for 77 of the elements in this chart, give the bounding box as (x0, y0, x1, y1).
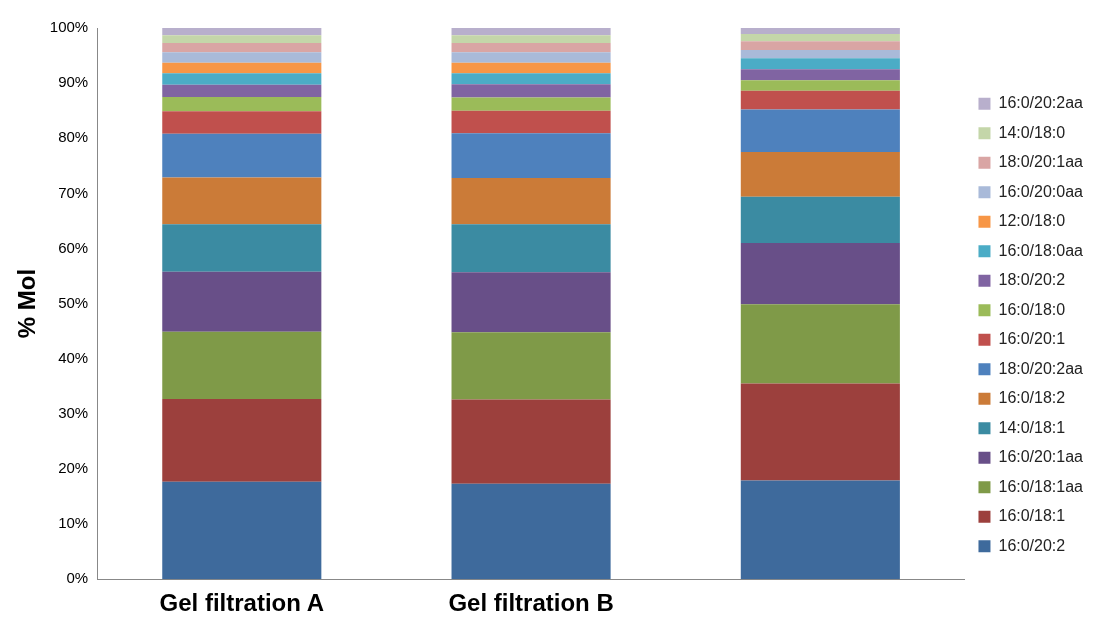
bar (162, 398, 322, 482)
bar (162, 177, 322, 225)
bar (162, 271, 322, 332)
legend-label: 16:0/20:1 (998, 330, 1066, 348)
bar (740, 41, 900, 51)
x-tick-label: Gel filtration A (159, 589, 325, 617)
bar (451, 62, 611, 74)
bar (451, 73, 611, 85)
bar (162, 62, 322, 74)
bar (740, 58, 900, 70)
bar (740, 152, 900, 197)
bar (162, 133, 322, 178)
bar (740, 196, 900, 243)
bar (740, 90, 900, 110)
legend-label: 16:0/18:1aa (998, 477, 1084, 495)
bar (451, 97, 611, 111)
bar (740, 69, 900, 81)
bar (740, 480, 900, 580)
bar (740, 80, 900, 91)
y-tick-label: 80% (58, 128, 89, 146)
bar (162, 224, 322, 272)
bar (451, 35, 611, 43)
y-tick-label: 40% (58, 348, 89, 366)
legend-label: 18:0/20:2aa (998, 359, 1084, 377)
bar (162, 73, 322, 85)
legend-label: 14:0/18:0 (998, 123, 1066, 141)
legend-label: 16:0/18:2 (998, 389, 1066, 407)
bar (740, 109, 900, 153)
bar (740, 242, 900, 305)
bar (451, 28, 611, 36)
bar (162, 84, 322, 97)
legend-label: 18:0/20:2 (998, 271, 1066, 289)
bar (740, 304, 900, 384)
y-tick-label: 10% (58, 514, 89, 532)
bar (740, 34, 900, 42)
x-tick-label: Gel filtration B (448, 589, 614, 617)
bar (162, 111, 322, 134)
y-tick-label: 20% (58, 459, 89, 477)
legend-label: 16:0/20:2aa (998, 94, 1084, 112)
bar (162, 35, 322, 43)
y-tick-label: 30% (58, 403, 89, 421)
legend-label: 12:0/18:0 (998, 212, 1066, 230)
legend-label: 16:0/20:2 (998, 536, 1066, 554)
bar (162, 481, 322, 580)
y-tick-label: 50% (58, 293, 89, 311)
y-axis-title: % Mol (13, 268, 41, 339)
bar (451, 399, 611, 484)
legend-label: 18:0/20:1aa (998, 153, 1084, 171)
bar (162, 331, 322, 399)
bar (740, 50, 900, 59)
bar (162, 42, 322, 53)
legend-label: 16:0/18:1 (998, 507, 1066, 525)
bar (451, 332, 611, 400)
bar (740, 383, 900, 481)
y-tick-label: 60% (58, 238, 89, 256)
legend-label: 16:0/18:0aa (998, 241, 1084, 259)
y-tick-label: 70% (58, 183, 89, 201)
bar (162, 96, 322, 112)
bar (451, 52, 611, 63)
y-tick-label: 0% (66, 569, 89, 587)
bar (162, 28, 322, 36)
y-tick-label: 90% (58, 73, 89, 91)
bar (451, 133, 611, 178)
y-tick-label: 100% (49, 18, 89, 36)
bar (451, 224, 611, 273)
bar (451, 110, 611, 134)
bar (740, 28, 900, 35)
bar (451, 42, 611, 53)
legend-label: 16:0/18:0 (998, 300, 1066, 318)
bar (162, 52, 322, 63)
bar (451, 483, 611, 580)
legend-label: 14:0/18:1 (998, 418, 1066, 436)
bar (451, 177, 611, 225)
bar (451, 84, 611, 98)
legend-label: 16:0/20:1aa (998, 448, 1084, 466)
legend-label: 16:0/20:0aa (998, 182, 1084, 200)
bar (451, 272, 611, 333)
